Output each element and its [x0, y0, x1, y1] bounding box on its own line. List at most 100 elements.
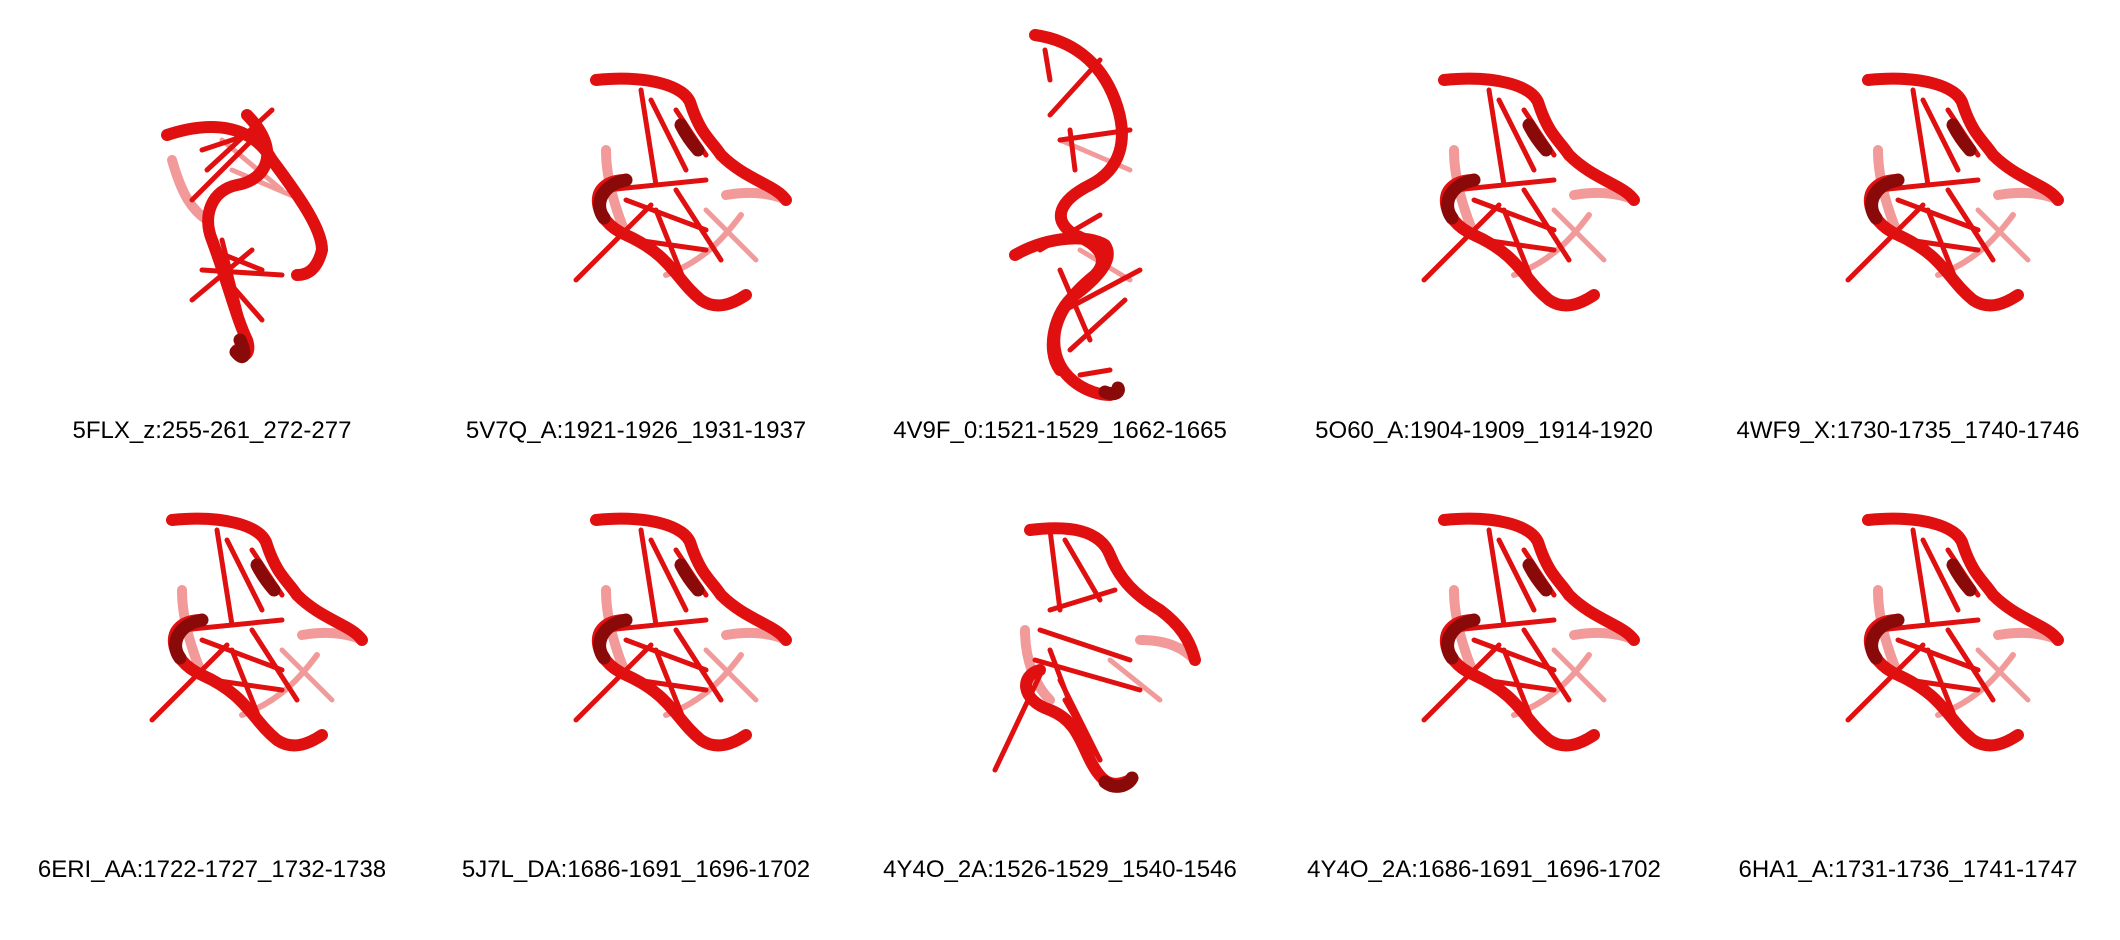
base-pair-stick	[1895, 197, 1981, 233]
backbone-shadow-segment	[593, 613, 633, 665]
base-pair-stick	[1421, 202, 1502, 283]
backbone-shadow-segment	[674, 118, 705, 157]
backbone-back-segment	[1107, 657, 1163, 703]
base-pair-stick	[1032, 657, 1143, 693]
structure-label: 5J7L_DA:1686-1691_1696-1702	[461, 856, 811, 883]
structure-cell: 5O60_A:1904-1909_1914-1920	[1272, 0, 1696, 444]
backbone-shadow-segment	[674, 558, 705, 597]
rna-structure-image	[900, 20, 1220, 410]
rna-structure-image	[1324, 460, 1644, 850]
backbone-shadow-segment	[1522, 118, 1553, 157]
structure-cell: 5FLX_z:255-261_272-277	[0, 0, 424, 444]
base-pair-stick	[1047, 587, 1118, 613]
structure-cell: 6ERI_AA:1722-1727_1732-1738	[0, 440, 424, 883]
base-pair-stick	[1496, 537, 1537, 613]
base-pair-stick	[1077, 367, 1113, 378]
base-pair-stick	[1910, 87, 1931, 188]
backbone-shadow-segment	[1441, 613, 1481, 665]
base-pair-stick	[1451, 617, 1557, 633]
base-pair-stick	[573, 642, 654, 723]
base-pair-stick	[1945, 627, 1996, 703]
base-pair-stick	[603, 177, 709, 193]
structure-cell: 5V7Q_A:1921-1926_1931-1937	[424, 0, 848, 444]
rna-structure-image	[1324, 20, 1644, 410]
base-pair-stick	[179, 617, 285, 633]
rna-structure-image	[476, 20, 796, 410]
rna-cartoon	[573, 512, 792, 752]
backbone-shadow-segment	[250, 558, 281, 597]
base-pair-stick	[189, 137, 255, 203]
base-pair-stick	[1451, 177, 1557, 193]
base-pair-stick	[1920, 537, 1961, 613]
backbone-shadow-segment	[1865, 613, 1905, 665]
base-pair-stick	[199, 637, 285, 673]
rna-structure-image	[1748, 20, 2068, 410]
rna-cartoon	[1421, 512, 1640, 752]
rna-cartoon	[992, 522, 1201, 793]
backbone-back-segment	[703, 647, 759, 703]
base-pair-stick	[1042, 47, 1053, 83]
structure-label: 5V7Q_A:1921-1926_1931-1937	[465, 417, 807, 444]
base-pair-stick	[1496, 97, 1537, 173]
backbone-shadow-segment	[1098, 771, 1139, 793]
base-pair-stick	[224, 537, 265, 613]
rna-cartoon	[1845, 512, 2064, 752]
base-pair-stick	[623, 637, 709, 673]
structure-cell: 4WF9_X:1730-1735_1740-1746	[1696, 0, 2120, 444]
base-pair-stick	[623, 197, 709, 233]
base-pair-stick	[638, 527, 659, 628]
base-pair-stick	[1486, 87, 1507, 188]
base-pair-stick	[1521, 627, 1572, 703]
base-pair-stick	[1421, 642, 1502, 723]
backbone-back-segment	[1551, 647, 1607, 703]
structure-cell: 4Y4O_2A:1686-1691_1696-1702	[1272, 440, 1696, 883]
structure-label: 4V9F_0:1521-1529_1662-1665	[893, 417, 1227, 444]
base-pair-stick	[673, 187, 724, 263]
base-pair-stick	[1067, 127, 1078, 173]
backbone-strand	[161, 121, 328, 281]
base-pair-stick	[204, 107, 275, 173]
base-pair-stick	[638, 87, 659, 188]
backbone-strand	[1438, 512, 1640, 646]
base-pair-stick	[1486, 527, 1507, 628]
base-pair-stick	[249, 627, 300, 703]
base-pair-stick	[1895, 637, 1981, 673]
base-pair-stick	[1471, 637, 1557, 673]
backbone-strand	[1438, 72, 1640, 206]
backbone-strand	[1862, 72, 2064, 206]
backbone-shadow-segment	[1098, 381, 1125, 401]
structure-label: 4Y4O_2A:1526-1529_1540-1546	[883, 856, 1237, 883]
base-pair-stick	[1067, 297, 1128, 353]
backbone-shadow-segment	[1946, 118, 1977, 157]
base-pair-stick	[1910, 527, 1931, 628]
rna-cartoon	[1009, 29, 1143, 401]
structure-label: 4WF9_X:1730-1735_1740-1746	[1736, 417, 2080, 444]
backbone-shadow-segment	[1946, 558, 1977, 597]
backbone-strand	[1009, 232, 1114, 376]
base-pair-stick	[214, 527, 235, 628]
backbone-back-segment	[703, 207, 759, 263]
structure-cell: 4Y4O_2A:1526-1529_1540-1546	[848, 440, 1272, 883]
backbone-back-segment	[1551, 207, 1607, 263]
base-pair-stick	[1521, 187, 1572, 263]
base-pair-stick	[1920, 97, 1961, 173]
base-pair-stick	[673, 627, 724, 703]
backbone-shadow-segment	[1522, 558, 1553, 597]
structure-label: 6ERI_AA:1722-1727_1732-1738	[37, 856, 387, 883]
rna-structure-image	[900, 460, 1220, 850]
structure-label: 5O60_A:1904-1909_1914-1920	[1315, 417, 1653, 444]
backbone-strand	[590, 512, 792, 646]
base-pair-stick	[1047, 527, 1063, 613]
base-pair-stick	[1062, 697, 1103, 763]
rna-structure-image	[1748, 460, 2068, 850]
rna-cartoon	[573, 72, 792, 312]
backbone-back-segment	[1975, 647, 2031, 703]
base-pair-stick	[648, 97, 689, 173]
rna-structure-image	[52, 460, 372, 850]
base-pair-stick	[1062, 267, 1143, 313]
base-pair-stick	[603, 617, 709, 633]
backbone-shadow-segment	[1441, 173, 1481, 225]
base-pair-stick	[1875, 177, 1981, 193]
rna-cartoon	[1421, 72, 1640, 312]
backbone-back-segment	[1975, 207, 2031, 263]
